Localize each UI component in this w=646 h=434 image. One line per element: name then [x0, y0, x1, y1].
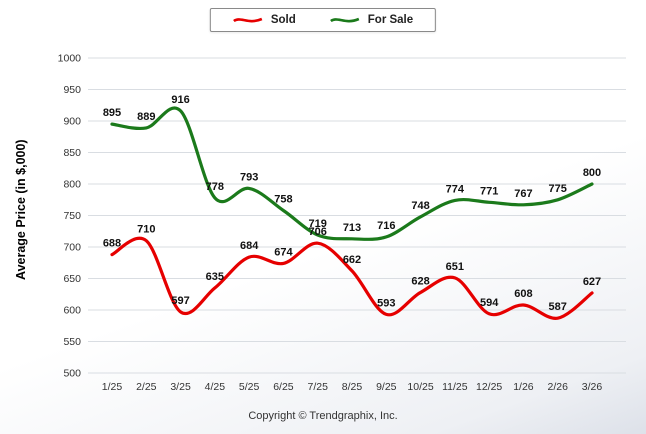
x-tick-label: 3/25 [170, 381, 191, 393]
point-label: 771 [480, 185, 498, 197]
point-label: 627 [583, 276, 601, 288]
y-tick-label: 650 [63, 273, 81, 285]
point-label: 662 [343, 254, 361, 266]
legend-label-for-sale: For Sale [367, 14, 414, 26]
legend-item-for-sale: For Sale [330, 14, 413, 26]
point-label: 713 [343, 222, 361, 234]
x-tick-label: 12/25 [476, 381, 502, 393]
x-tick-label: 1/26 [513, 381, 534, 393]
x-tick-label: 3/26 [582, 381, 603, 393]
x-tick-label: 11/25 [442, 381, 468, 393]
y-tick-label: 600 [63, 305, 81, 317]
sold-line-swatch [233, 17, 263, 23]
line-chart: 500 550 600 650 700 750 800 850 900 950 1000 1/25 2/… [58, 53, 626, 393]
x-tick-label: 1/25 [102, 381, 123, 393]
point-label: 651 [446, 261, 464, 273]
point-label: 608 [514, 288, 532, 300]
point-label: 748 [411, 200, 429, 212]
point-label: 597 [171, 295, 189, 307]
legend-label-sold: Sold [270, 14, 296, 26]
y-tick-label: 500 [63, 368, 81, 380]
sold-swatch-line [233, 17, 263, 23]
point-label: 593 [377, 297, 395, 309]
point-label: 767 [514, 188, 532, 200]
y-tick-label: 1000 [58, 53, 82, 65]
for-sale-swatch-line [330, 17, 360, 23]
point-label: 778 [206, 181, 224, 193]
point-label: 889 [137, 111, 155, 123]
y-tick-label: 950 [63, 84, 81, 96]
legend-item-sold: Sold [233, 14, 296, 26]
point-label: 716 [377, 220, 395, 232]
point-label: 706 [309, 226, 327, 238]
point-label: 594 [480, 297, 499, 309]
chart-legend: Sold For Sale [209, 8, 437, 32]
copyright-text: Copyright © Trendgraphix, Inc. [248, 410, 398, 422]
point-label: 688 [103, 238, 121, 250]
x-tick-label: 6/25 [273, 381, 294, 393]
point-label: 684 [240, 240, 259, 252]
x-tick-label: 5/25 [239, 381, 260, 393]
y-tick-label: 750 [63, 210, 81, 222]
y-tick-label: 550 [63, 336, 81, 348]
y-tick-label: 800 [63, 179, 81, 191]
point-label: 793 [240, 171, 258, 183]
x-tick-label: 2/25 [136, 381, 157, 393]
point-label: 635 [206, 271, 224, 283]
x-tick-label: 4/25 [205, 381, 226, 393]
point-label: 775 [549, 183, 567, 195]
point-label: 800 [583, 167, 601, 179]
for-sale-line-swatch [330, 17, 360, 23]
x-tick-label: 7/25 [307, 381, 328, 393]
series-path-sold [110, 236, 594, 320]
y-tick-label: 900 [63, 116, 81, 128]
series-path-for-sale [110, 106, 594, 241]
point-label: 628 [411, 275, 429, 287]
point-label: 587 [549, 301, 567, 313]
x-tick-label: 9/25 [376, 381, 397, 393]
point-label: 719 [309, 218, 327, 230]
point-label: 774 [446, 183, 465, 195]
point-label: 916 [171, 94, 189, 106]
point-label: 758 [274, 193, 292, 205]
point-label: 710 [137, 224, 155, 236]
point-label: 895 [103, 107, 121, 119]
point-label: 674 [274, 246, 293, 258]
y-tick-label: 850 [63, 147, 81, 159]
y-tick-label: 700 [63, 242, 81, 254]
x-tick-label: 8/25 [342, 381, 363, 393]
x-tick-label: 10/25 [407, 381, 433, 393]
x-tick-label: 2/26 [547, 381, 568, 393]
